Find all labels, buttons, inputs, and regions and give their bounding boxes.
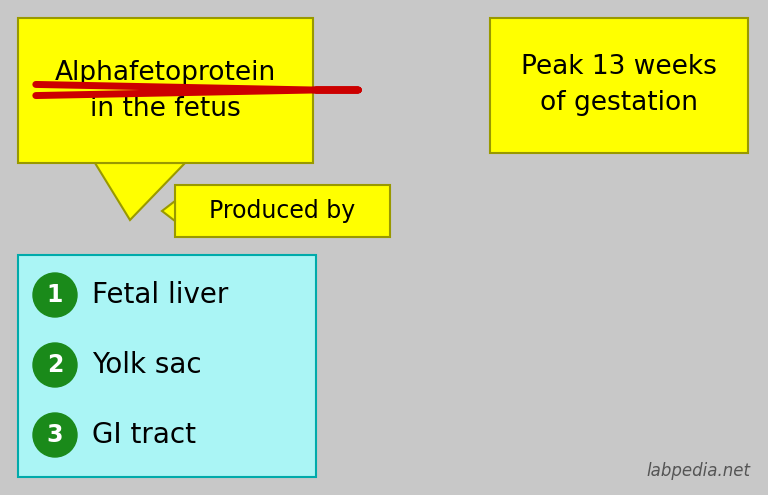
Text: Peak 13 weeks
of gestation: Peak 13 weeks of gestation <box>521 54 717 116</box>
Text: Yolk sac: Yolk sac <box>92 351 202 379</box>
FancyBboxPatch shape <box>18 255 316 477</box>
Polygon shape <box>95 163 185 220</box>
Circle shape <box>33 413 77 457</box>
Text: Fetal liver: Fetal liver <box>92 281 228 309</box>
Circle shape <box>33 343 77 387</box>
FancyBboxPatch shape <box>490 18 748 153</box>
FancyBboxPatch shape <box>175 185 390 237</box>
Text: 3: 3 <box>47 423 63 447</box>
Text: 2: 2 <box>47 353 63 377</box>
Text: 1: 1 <box>47 283 63 307</box>
Text: Produced by: Produced by <box>210 199 356 223</box>
Polygon shape <box>162 201 175 221</box>
Circle shape <box>33 273 77 317</box>
Text: GI tract: GI tract <box>92 421 196 449</box>
Text: Alphafetoprotein
in the fetus: Alphafetoprotein in the fetus <box>55 59 276 121</box>
FancyBboxPatch shape <box>18 18 313 163</box>
Text: labpedia.net: labpedia.net <box>646 462 750 480</box>
